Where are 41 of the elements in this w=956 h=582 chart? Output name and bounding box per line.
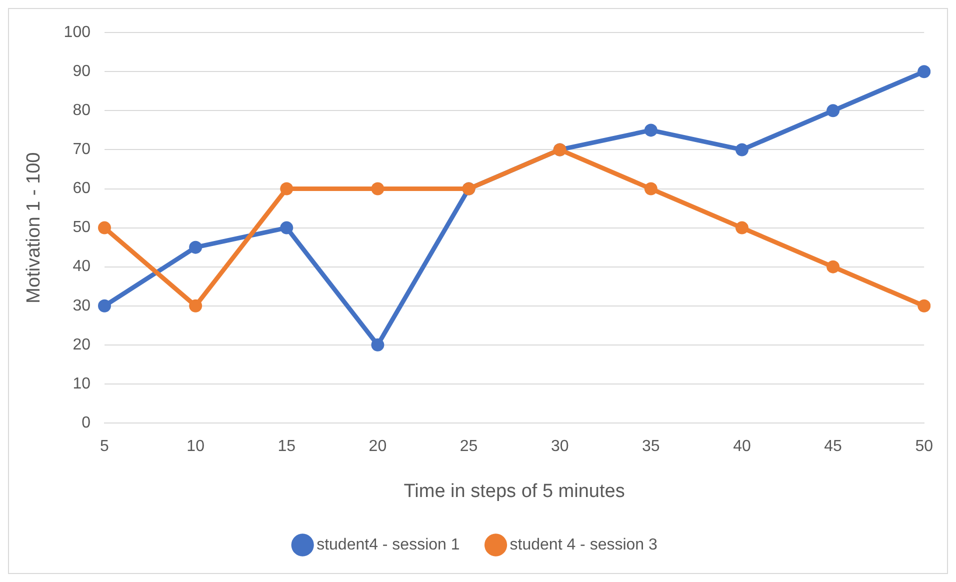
y-tick-label: 10 [72,375,91,392]
point [644,182,658,196]
x-tick-label: 50 [915,438,934,456]
y-tick-label: 0 [82,414,91,432]
x-tick-label: 30 [550,438,569,456]
point [826,104,840,118]
x-tick-label: 25 [460,438,478,456]
x-tick-label: 40 [733,438,751,456]
point [371,182,384,196]
point [371,338,384,352]
point [189,240,202,254]
y-tick-label: 20 [72,336,91,354]
y-tick-label: 60 [72,180,91,198]
x-tick-label: 35 [642,438,660,456]
y-tick-label: 50 [72,219,91,236]
y-axis-title: Motivation 1 - 100 [24,152,45,304]
x-tick-label: 20 [368,438,387,456]
point [189,299,202,312]
x-axis-title: Time in steps of 5 minutes [404,480,625,502]
legend-label: student4 - session 1 [316,536,460,554]
x-tick-label: 15 [278,438,296,456]
point [826,260,840,274]
x-tick-label: 10 [186,438,205,456]
point [98,221,111,234]
point [735,143,748,156]
point [644,124,658,137]
y-tick-label: 80 [72,102,91,120]
point [98,299,111,312]
x-tick-label: 45 [824,438,842,456]
point [735,221,748,234]
point [280,221,294,234]
point [918,65,931,78]
y-tick-label: 30 [72,297,91,314]
y-tick-label: 90 [72,63,91,80]
x-tick-label: 5 [100,438,110,456]
y-tick-label: 40 [72,258,91,276]
point [918,299,931,312]
y-tick-label: 100 [64,24,91,42]
y-tick-label: 70 [72,141,91,158]
point [280,182,294,196]
legend-label: student 4 - session 3 [510,536,658,554]
